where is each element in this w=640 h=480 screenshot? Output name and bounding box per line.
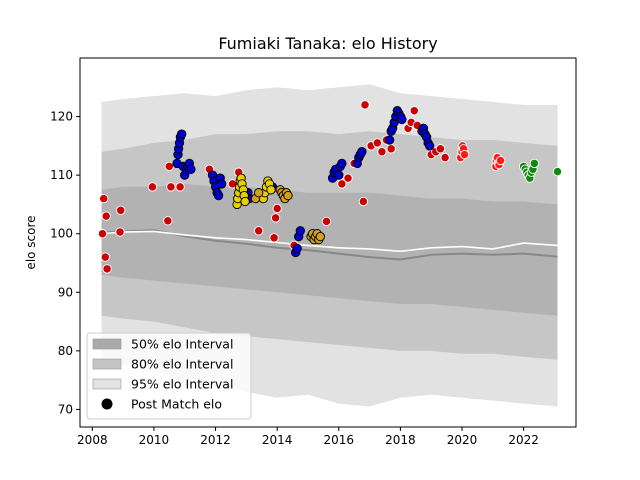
x-tick-label: 2012 xyxy=(200,433,231,447)
data-point xyxy=(384,135,395,145)
data-point xyxy=(386,144,396,154)
y-axis: 70 80 90 100 110 120 xyxy=(50,110,80,416)
data-point xyxy=(164,161,174,172)
chart-title: Fumiaki Tanaka: elo History xyxy=(218,34,437,53)
series-bright_red xyxy=(455,141,506,172)
data-point xyxy=(337,158,347,169)
series-gold xyxy=(250,185,325,245)
data-point xyxy=(102,264,112,274)
data-point xyxy=(97,229,108,239)
x-tick-label: 2014 xyxy=(262,433,293,447)
data-point xyxy=(357,147,367,157)
data-point xyxy=(272,203,282,214)
legend: 50% elo Interval 80% elo Interval 95% elo … xyxy=(86,332,252,420)
data-point xyxy=(186,164,196,174)
series-yellow xyxy=(232,173,276,210)
data-point xyxy=(321,216,332,227)
data-point xyxy=(295,226,305,236)
plot-frame xyxy=(79,57,577,428)
data-point xyxy=(100,252,110,262)
plot-area xyxy=(97,84,563,407)
data-point xyxy=(529,158,540,169)
data-point xyxy=(213,190,224,201)
y-tick-label: 80 xyxy=(58,344,73,358)
legend-swatch xyxy=(92,338,122,350)
data-point xyxy=(409,106,419,116)
data-point xyxy=(240,196,250,207)
legend-swatch xyxy=(92,378,122,390)
legend-item: 50% elo Interval xyxy=(92,337,233,352)
series-green xyxy=(518,158,563,183)
data-point xyxy=(397,114,407,125)
y-tick-label: 110 xyxy=(50,168,73,182)
legend-label: Post Match elo xyxy=(131,397,222,412)
x-axis: 2008 2010 2012 2014 2016 2018 2020 2022 xyxy=(77,427,539,447)
data-point xyxy=(435,144,446,154)
band-50 xyxy=(101,183,558,316)
data-point xyxy=(217,179,227,189)
data-point xyxy=(115,227,125,237)
legend-swatch xyxy=(92,358,122,370)
x-tick-label: 2008 xyxy=(77,433,108,447)
y-axis-label: elo score xyxy=(24,215,38,269)
x-tick-label: 2020 xyxy=(447,433,478,447)
legend-item: 80% elo Interval xyxy=(92,357,233,372)
legend-item: Post Match elo xyxy=(101,397,222,412)
data-point xyxy=(425,141,435,151)
x-tick-label: 2018 xyxy=(385,433,416,447)
data-point xyxy=(337,179,347,189)
data-point xyxy=(552,166,563,177)
data-point xyxy=(101,211,111,221)
post-match-points xyxy=(97,100,563,274)
data-point xyxy=(166,182,176,192)
data-point xyxy=(116,205,126,215)
legend-label: 50% elo Interval xyxy=(131,337,233,352)
data-point xyxy=(377,147,387,157)
data-point xyxy=(372,138,382,148)
data-point xyxy=(334,170,344,180)
y-tick-label: 100 xyxy=(50,227,73,241)
y-tick-label: 90 xyxy=(58,285,73,299)
data-point xyxy=(163,216,173,226)
y-tick-label: 70 xyxy=(58,402,73,416)
elo-lines xyxy=(101,229,558,261)
data-point xyxy=(147,182,158,192)
data-point xyxy=(315,231,325,242)
data-point xyxy=(177,129,187,139)
data-point xyxy=(175,182,185,192)
data-point xyxy=(266,185,276,195)
data-point xyxy=(283,190,293,201)
x-tick-label: 2022 xyxy=(508,433,539,447)
legend-label: 95% elo Interval xyxy=(131,377,233,392)
data-point xyxy=(343,173,353,183)
data-point xyxy=(254,226,264,236)
player-elo-line xyxy=(101,230,558,253)
data-point xyxy=(358,196,369,207)
data-point xyxy=(360,100,370,110)
legend-box xyxy=(86,332,252,420)
data-point xyxy=(292,243,302,254)
data-point xyxy=(99,193,109,204)
legend-marker xyxy=(101,398,113,410)
y-tick-label: 120 xyxy=(50,110,73,124)
data-point xyxy=(459,149,470,160)
data-point xyxy=(495,155,506,166)
data-point xyxy=(270,213,281,223)
data-point xyxy=(254,188,264,198)
data-point xyxy=(269,233,279,243)
data-point xyxy=(440,152,450,163)
x-tick-label: 2016 xyxy=(324,433,355,447)
legend-label: 80% elo Interval xyxy=(131,357,233,372)
legend-item: 95% elo Interval xyxy=(92,377,233,392)
x-tick-label: 2010 xyxy=(139,433,170,447)
